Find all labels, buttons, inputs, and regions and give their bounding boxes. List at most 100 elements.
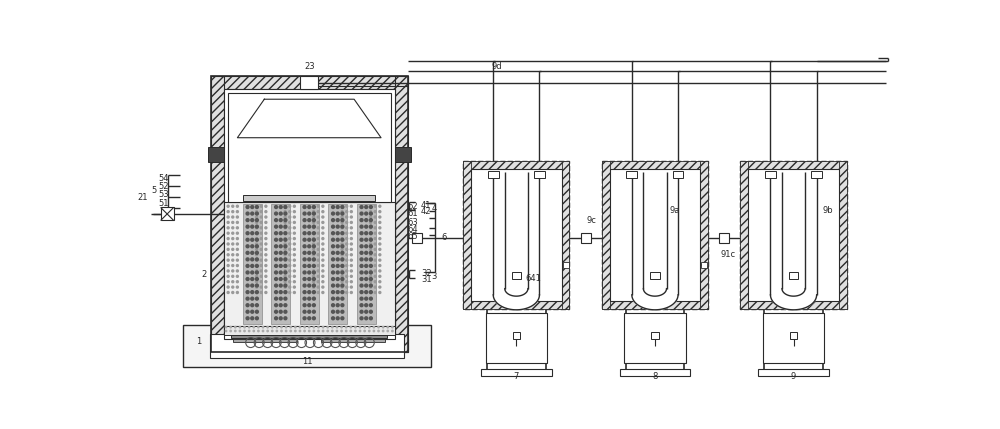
Circle shape (250, 290, 254, 294)
Circle shape (340, 251, 345, 255)
Circle shape (260, 226, 263, 230)
Circle shape (279, 277, 283, 281)
Circle shape (283, 211, 288, 216)
Circle shape (255, 275, 258, 278)
Circle shape (369, 296, 373, 301)
Circle shape (279, 296, 283, 301)
Circle shape (250, 296, 254, 301)
Circle shape (317, 242, 320, 246)
Circle shape (336, 310, 340, 314)
Text: 23: 23 (304, 62, 315, 71)
Circle shape (288, 275, 291, 278)
Circle shape (250, 310, 254, 314)
Circle shape (349, 329, 352, 332)
Circle shape (231, 210, 234, 213)
Circle shape (369, 232, 372, 235)
Bar (224, 89, 395, 338)
Circle shape (345, 248, 348, 251)
Circle shape (340, 238, 345, 242)
Circle shape (359, 244, 364, 248)
Circle shape (302, 231, 307, 236)
Circle shape (317, 253, 320, 257)
Circle shape (317, 264, 320, 267)
Circle shape (283, 284, 288, 288)
Circle shape (350, 275, 353, 278)
Circle shape (255, 221, 258, 224)
Bar (602, 301, 708, 308)
Bar (463, 161, 569, 308)
Circle shape (312, 275, 315, 278)
Circle shape (283, 253, 287, 257)
Text: 9b: 9b (823, 206, 834, 215)
Circle shape (245, 270, 250, 275)
Circle shape (369, 205, 373, 209)
Circle shape (231, 232, 234, 235)
Circle shape (283, 258, 287, 262)
Circle shape (312, 329, 315, 332)
Circle shape (252, 326, 255, 329)
Circle shape (307, 211, 311, 216)
Circle shape (350, 285, 353, 289)
Circle shape (312, 205, 315, 208)
Circle shape (317, 221, 320, 224)
Circle shape (307, 257, 311, 262)
Circle shape (289, 329, 292, 332)
Circle shape (236, 205, 239, 208)
Text: 3: 3 (431, 272, 437, 281)
Bar (233, 339, 297, 342)
Circle shape (274, 211, 278, 216)
Circle shape (364, 303, 368, 307)
Circle shape (279, 257, 283, 262)
Circle shape (312, 205, 316, 209)
Bar (602, 161, 610, 308)
Circle shape (226, 232, 230, 235)
Circle shape (257, 326, 260, 329)
Bar (651, 332, 659, 339)
Circle shape (260, 248, 263, 251)
Circle shape (312, 270, 316, 275)
Bar (512, 272, 521, 279)
Circle shape (377, 326, 380, 329)
Circle shape (255, 270, 259, 275)
Circle shape (226, 264, 230, 267)
Circle shape (245, 231, 250, 236)
Circle shape (336, 303, 340, 307)
Circle shape (331, 296, 335, 301)
Circle shape (302, 238, 307, 242)
Circle shape (260, 205, 263, 208)
Circle shape (312, 284, 316, 288)
Circle shape (288, 248, 291, 251)
Circle shape (255, 226, 258, 230)
Circle shape (312, 210, 315, 213)
Circle shape (250, 218, 254, 222)
Circle shape (378, 280, 382, 284)
Bar (211, 338, 408, 352)
Bar (534, 171, 545, 178)
Circle shape (243, 329, 246, 332)
Circle shape (307, 218, 311, 222)
Circle shape (369, 238, 373, 242)
Circle shape (374, 205, 377, 208)
Circle shape (369, 290, 373, 294)
Circle shape (283, 277, 288, 281)
Circle shape (293, 226, 296, 230)
Circle shape (302, 296, 307, 301)
Circle shape (312, 258, 315, 262)
Bar (211, 76, 408, 89)
Circle shape (307, 303, 311, 307)
Circle shape (248, 329, 251, 332)
Circle shape (236, 232, 239, 235)
Circle shape (245, 251, 250, 255)
Circle shape (283, 275, 287, 278)
Circle shape (234, 326, 237, 329)
Circle shape (386, 326, 389, 329)
Circle shape (391, 326, 394, 329)
Circle shape (345, 291, 348, 294)
Bar (183, 325, 431, 367)
Circle shape (321, 291, 325, 294)
Circle shape (307, 290, 311, 294)
Circle shape (275, 326, 278, 329)
Circle shape (226, 248, 230, 251)
Circle shape (302, 284, 307, 288)
Circle shape (364, 257, 368, 262)
